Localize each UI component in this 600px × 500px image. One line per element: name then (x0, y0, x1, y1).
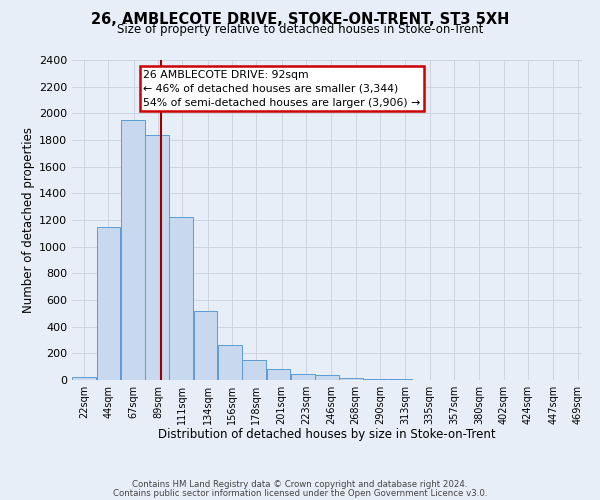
Bar (340, 378, 363, 380)
Bar (242, 360, 266, 380)
Bar (194, 310, 217, 380)
Text: 26 AMBLECOTE DRIVE: 92sqm
← 46% of detached houses are smaller (3,344)
54% of se: 26 AMBLECOTE DRIVE: 92sqm ← 46% of detac… (143, 70, 421, 108)
Bar (97, 226, 121, 380)
Bar (218, 344, 242, 380)
Bar (364, 378, 388, 380)
Bar (121, 120, 145, 380)
Text: Size of property relative to detached houses in Stoke-on-Trent: Size of property relative to detached ho… (117, 24, 483, 36)
Text: Contains HM Land Registry data © Crown copyright and database right 2024.: Contains HM Land Registry data © Crown c… (132, 480, 468, 489)
Text: Contains public sector information licensed under the Open Government Licence v3: Contains public sector information licen… (113, 488, 487, 498)
Bar (266, 370, 290, 380)
X-axis label: Distribution of detached houses by size in Stoke-on-Trent: Distribution of detached houses by size … (158, 428, 496, 442)
Bar (145, 134, 169, 380)
Bar (169, 218, 193, 380)
Text: 26, AMBLECOTE DRIVE, STOKE-ON-TRENT, ST3 5XH: 26, AMBLECOTE DRIVE, STOKE-ON-TRENT, ST3… (91, 12, 509, 28)
Bar (72, 376, 96, 380)
Bar (315, 376, 339, 380)
Y-axis label: Number of detached properties: Number of detached properties (22, 127, 35, 313)
Bar (291, 374, 314, 380)
